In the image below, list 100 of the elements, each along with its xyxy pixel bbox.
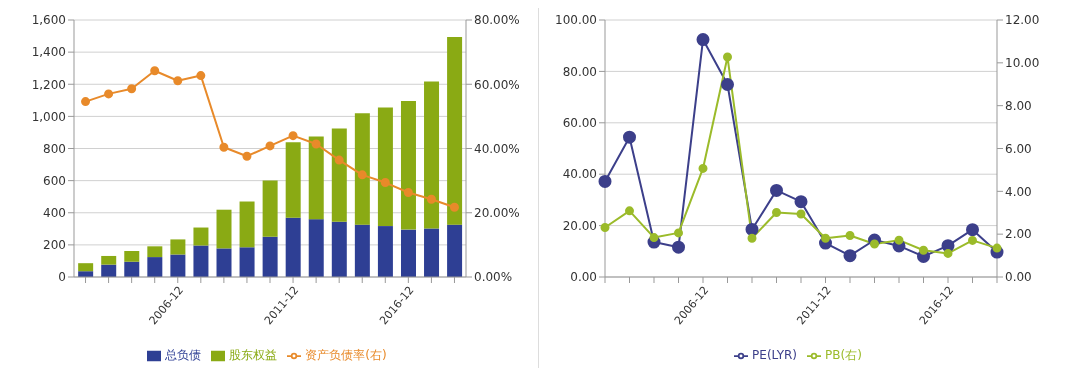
point: [449, 202, 459, 212]
y-tick-label: 20.00: [562, 218, 597, 233]
y2-tick-label: 20.00%: [474, 206, 520, 221]
bar: [216, 248, 232, 277]
point: [968, 235, 977, 245]
bar: [262, 236, 278, 277]
point: [772, 208, 781, 218]
point: [150, 66, 160, 76]
y-tick-label: 0.00: [570, 270, 597, 285]
bar: [124, 261, 140, 277]
bar: [285, 142, 301, 218]
bar: [354, 224, 370, 277]
point: [747, 233, 757, 243]
y-tick-label: 600: [43, 173, 66, 188]
point: [723, 52, 732, 62]
bar: [400, 100, 416, 230]
point: [845, 230, 855, 240]
y-tick-label: 1,200: [31, 77, 66, 92]
point: [196, 71, 206, 81]
point: [674, 228, 683, 238]
point: [821, 233, 830, 243]
point: [966, 223, 979, 237]
legend-label: 总负债: [165, 348, 202, 362]
y2-tick-label: 80.00%: [474, 13, 520, 28]
point: [721, 78, 734, 92]
point: [173, 76, 183, 86]
point: [672, 240, 685, 254]
y2-tick-label: 12.00: [1005, 13, 1040, 28]
y-tick-label: 800: [43, 141, 66, 156]
y-tick-label: 200: [43, 238, 66, 253]
point: [843, 249, 857, 263]
bar: [308, 219, 324, 277]
y-tick-label: 1,000: [31, 109, 66, 124]
point: [894, 235, 904, 245]
point: [403, 188, 413, 198]
point: [219, 142, 229, 152]
point: [288, 131, 298, 141]
bar: [147, 257, 163, 277]
legend-label: PE(LYR): [752, 348, 798, 362]
y-tick-label: 400: [43, 206, 66, 221]
bar: [124, 250, 140, 262]
point: [380, 178, 390, 188]
bar: [239, 247, 255, 277]
bar: [285, 217, 301, 277]
y-tick-label: 1,400: [31, 45, 66, 60]
point: [600, 223, 610, 233]
point: [598, 174, 612, 188]
bar: [193, 227, 209, 246]
bar: [216, 209, 232, 249]
point: [625, 206, 634, 216]
y2-tick-label: 40.00%: [474, 141, 520, 156]
point: [334, 155, 344, 165]
point: [426, 194, 436, 204]
y-tick-label: 0: [58, 270, 66, 285]
point: [919, 245, 928, 255]
point: [770, 183, 783, 197]
bar: [193, 245, 209, 277]
bar: [170, 239, 186, 255]
y-tick-label: 100.00: [555, 13, 597, 28]
point: [943, 248, 953, 258]
y2-tick-label: 60.00%: [474, 77, 520, 92]
bar: [424, 228, 440, 277]
bar: [354, 113, 370, 225]
bar: [447, 37, 463, 225]
point: [104, 89, 114, 99]
y2-tick-label: 2.00: [1005, 227, 1032, 242]
bar: [239, 201, 255, 248]
point: [649, 233, 659, 243]
bar: [400, 229, 416, 277]
y2-tick-label: 4.00: [1005, 184, 1032, 199]
bar: [170, 254, 186, 277]
y-tick-label: 80.00: [562, 64, 597, 79]
point: [357, 170, 367, 180]
point: [127, 84, 137, 94]
point: [242, 151, 252, 161]
bar: [308, 136, 324, 220]
point: [265, 141, 275, 151]
bar: [78, 263, 94, 272]
point: [311, 139, 321, 149]
y2-tick-label: 0.00: [1005, 270, 1032, 285]
y-tick-label: 60.00: [562, 116, 597, 131]
y2-tick-label: 8.00: [1005, 98, 1032, 113]
point: [794, 195, 808, 209]
point: [992, 243, 1002, 253]
legend-label: 股东权益: [229, 348, 278, 362]
legend-label: PB(右): [825, 348, 862, 362]
bar: [262, 180, 278, 237]
point: [81, 97, 91, 107]
y-tick-label: 1,600: [31, 13, 66, 28]
legend-label: 资产负债率(右): [305, 348, 387, 362]
point: [698, 163, 708, 173]
y-tick-label: 40.00: [562, 167, 597, 182]
point: [796, 209, 806, 219]
bar: [377, 107, 393, 227]
y2-tick-label: 10.00: [1005, 56, 1040, 71]
bar: [377, 226, 393, 277]
bar: [147, 246, 163, 258]
point: [696, 33, 710, 47]
bar: [101, 255, 117, 265]
bar: [447, 224, 463, 277]
